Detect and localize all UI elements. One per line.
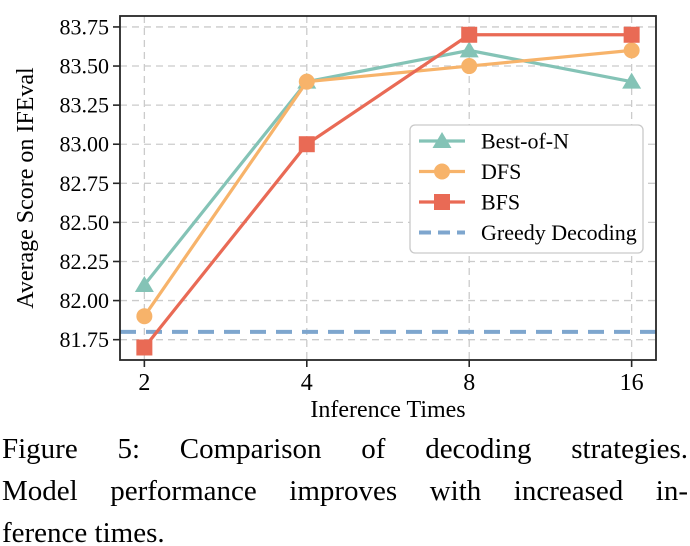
square-marker-icon [623, 26, 640, 43]
square-marker-icon [136, 339, 153, 356]
y-tick-label: 82.00 [60, 288, 110, 313]
tick-marks [113, 26, 633, 367]
x-tick-label: 4 [301, 370, 313, 396]
circle-marker-icon [298, 73, 315, 90]
series-bfs [136, 26, 640, 356]
legend-entry-dfs: DFS [419, 159, 521, 184]
legend-entry-greedy-decoding: Greedy Decoding [419, 220, 637, 245]
legend-label: BFS [481, 190, 520, 215]
square-marker-icon [298, 136, 315, 153]
legend-label: Greedy Decoding [481, 220, 637, 245]
x-axis-label: Inference Times [310, 397, 465, 423]
y-tick-label: 82.25 [60, 249, 110, 274]
y-tick-label: 82.75 [60, 171, 110, 196]
series-line [143, 48, 632, 286]
x-tick-label: 16 [620, 370, 644, 396]
triangle-marker-icon [459, 41, 479, 58]
figure-caption: Figure 5: Comparison of decoding strateg… [2, 428, 688, 546]
legend-box [409, 124, 644, 254]
legend-label: Best-of-N [481, 129, 569, 154]
series-line [143, 33, 632, 349]
y-axis-label: Average Score on IFEval [13, 67, 39, 309]
triangle-marker-icon [134, 275, 154, 292]
y-tick-label: 83.25 [60, 93, 110, 118]
legend-label: DFS [481, 159, 521, 184]
circle-marker-icon [136, 308, 153, 325]
square-marker-icon [434, 194, 450, 210]
caption-line-2: Model performance improves with increase… [2, 475, 688, 507]
circle-marker-icon [434, 163, 450, 180]
y-tick-label: 83.75 [60, 14, 110, 39]
y-tick-label: 81.75 [60, 327, 110, 352]
series-dfs [136, 42, 640, 325]
circle-marker-icon [461, 58, 478, 75]
x-tick-label: 8 [463, 370, 475, 396]
legend: Best-of-N DFS BFS Greedy Decoding [409, 124, 644, 254]
y-tick-label: 83.50 [60, 54, 110, 79]
caption-line-3: ference times. [2, 517, 165, 546]
y-tick-label: 83.00 [60, 132, 110, 157]
y-tick-labels: 81.75 82.00 82.25 82.50 82.75 83.00 83.25 83.50… [60, 14, 110, 352]
circle-marker-icon [623, 42, 640, 59]
y-tick-label: 82.50 [60, 210, 110, 235]
square-marker-icon [461, 26, 478, 43]
plot-border [119, 15, 657, 361]
legend-entry-best-of-n: Best-of-N [419, 129, 569, 154]
line-chart: 81.75 82.00 82.25 82.50 82.75 83.00 83.25 83.50… [13, 14, 657, 423]
series-line [143, 48, 632, 318]
x-tick-labels: 2 4 8 16 [138, 370, 643, 396]
triangle-marker-icon [432, 132, 452, 148]
caption-line-1: Figure 5: Comparison of decoding strateg… [2, 433, 688, 465]
comparison-line-chart: 81.75 82.00 82.25 82.50 82.75 83.00 83.25 83.50… [13, 14, 657, 423]
x-tick-label: 2 [138, 370, 150, 396]
triangle-marker-icon [622, 72, 642, 89]
legend-entry-bfs: BFS [419, 190, 520, 215]
